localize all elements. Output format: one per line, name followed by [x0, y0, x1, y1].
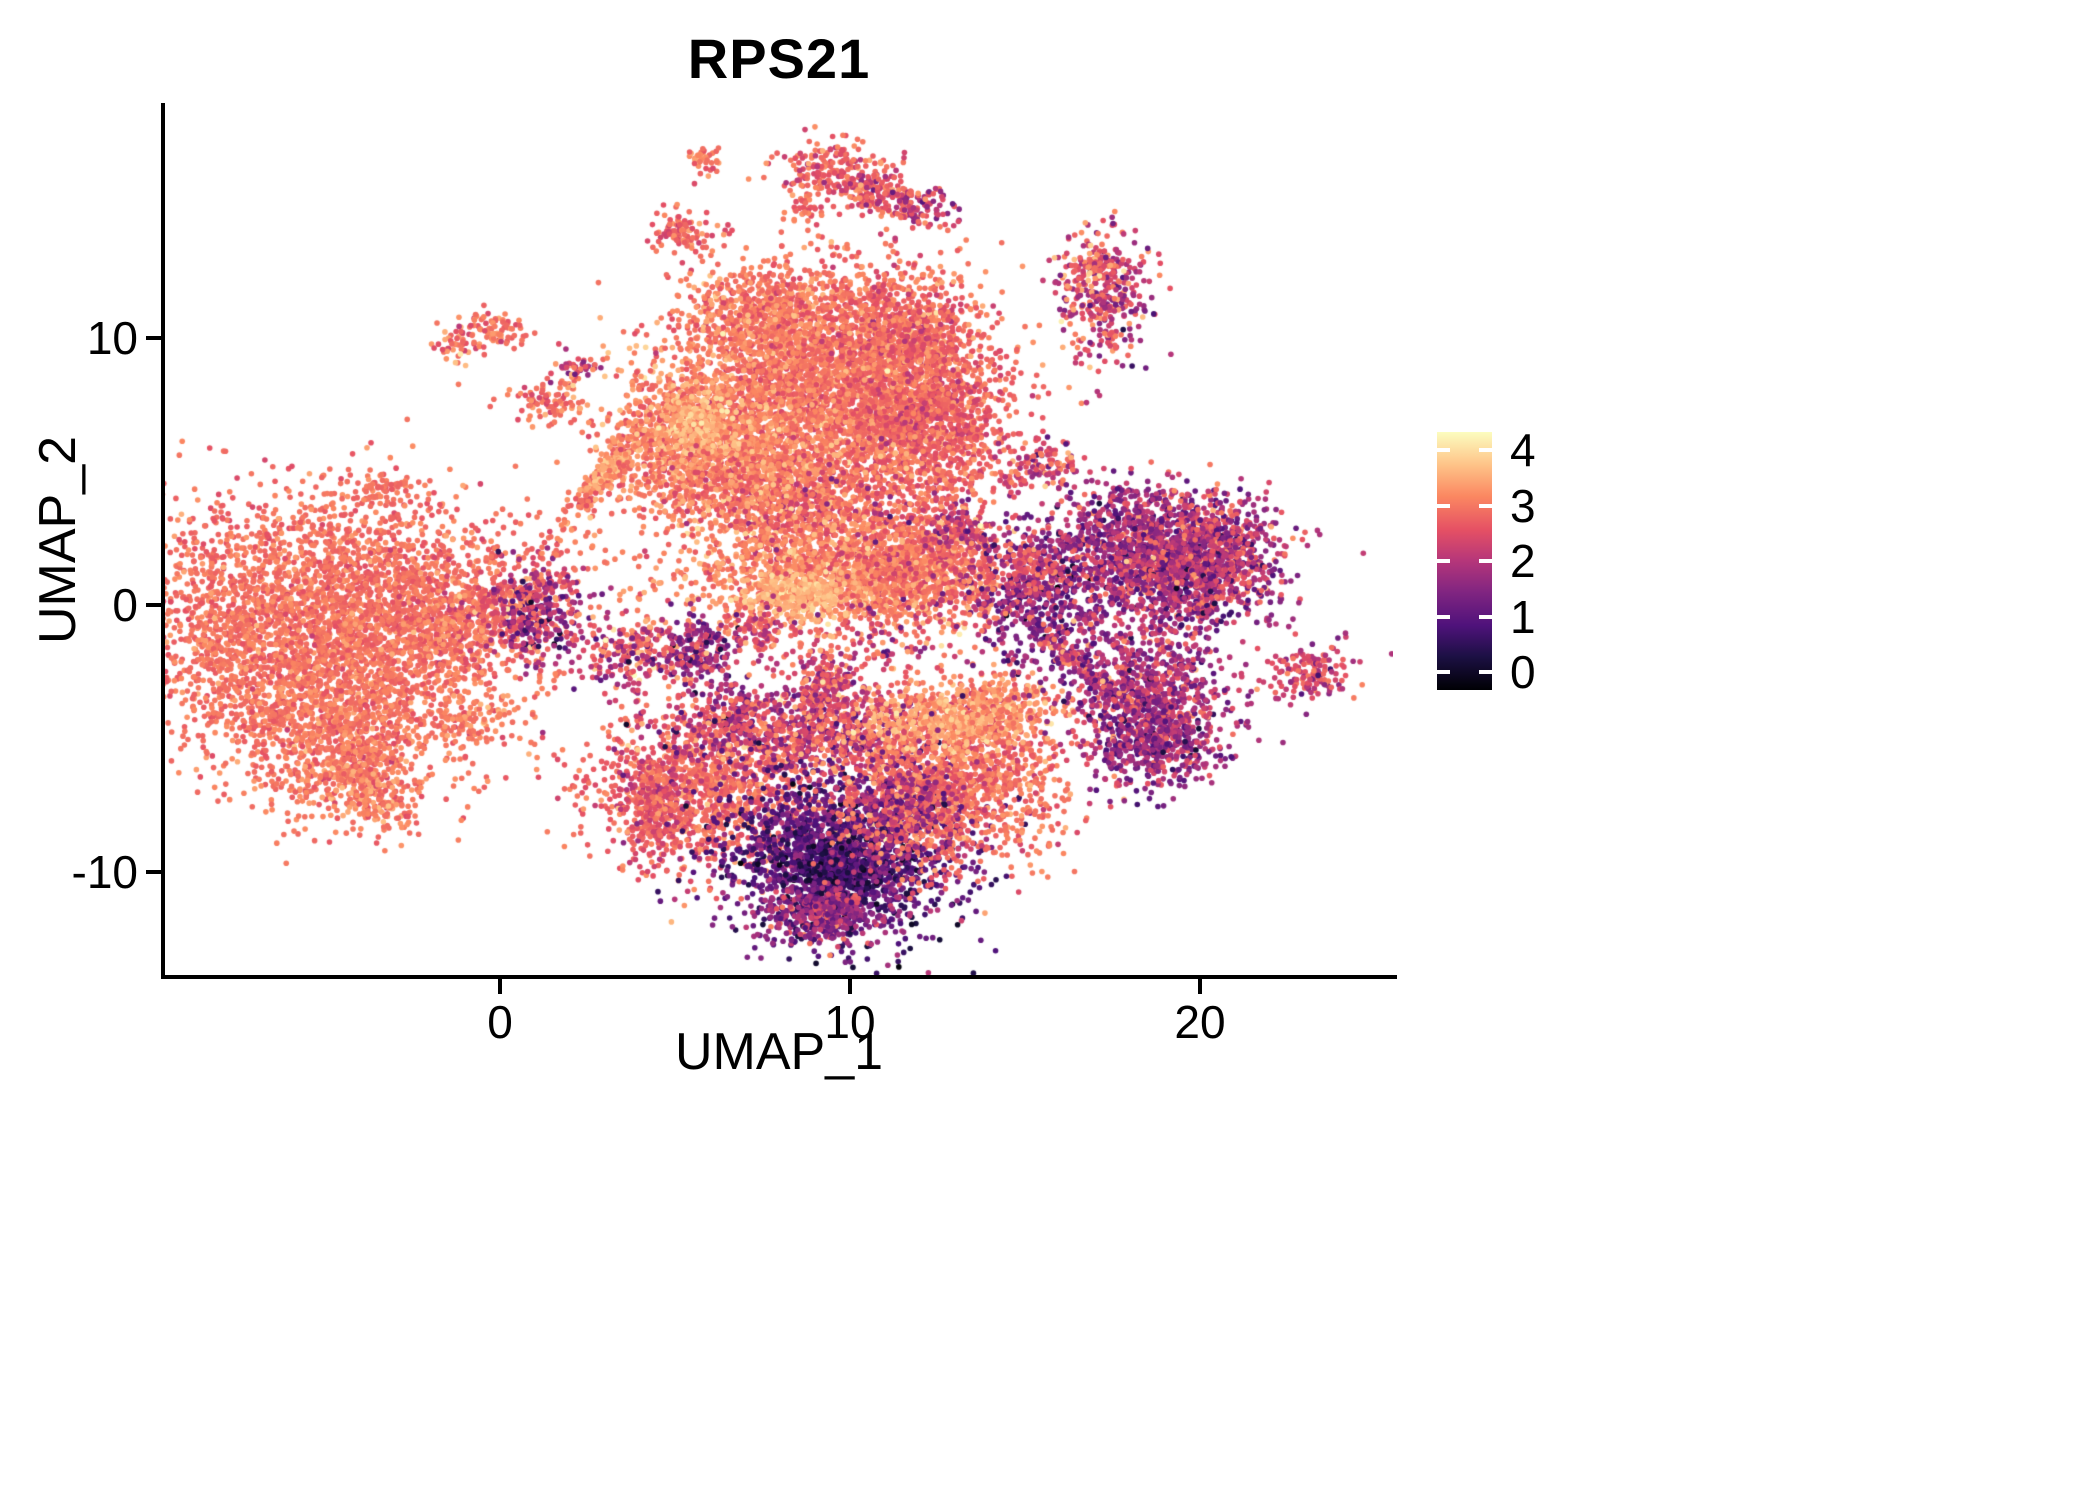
colorbar-tick-mark	[1437, 670, 1450, 674]
colorbar-tick-mark	[1479, 503, 1492, 508]
colorbar-tick-label: 2	[1510, 535, 1536, 587]
colorbar-tick-label: 1	[1510, 590, 1536, 643]
colorbar-tick-mark	[1437, 559, 1450, 563]
colorbar-tick-mark	[1479, 670, 1492, 674]
y-tick-mark	[146, 603, 161, 607]
colorbar-tick-mark	[1479, 559, 1492, 563]
x-axis-label: UMAP_1	[674, 1023, 884, 1081]
x-axis-line	[161, 975, 1397, 979]
y-axis-line	[161, 103, 165, 979]
y-tick-mark	[146, 870, 161, 874]
x-tick-mark	[848, 979, 852, 994]
colorbar-tick-label: 0	[1510, 646, 1536, 698]
x-tick-label: 10	[824, 996, 876, 1048]
y-tick-label: 10	[86, 312, 138, 364]
umap-scatter-canvas	[165, 105, 1393, 975]
colorbar-tick-mark	[1437, 614, 1450, 619]
x-tick-label: 0	[487, 996, 513, 1048]
x-tick-label: 20	[1174, 996, 1226, 1048]
colorbar-tick-mark	[1479, 448, 1492, 452]
colorbar-tick-label: 3	[1510, 479, 1536, 532]
y-axis-label: UMAP_2	[29, 435, 87, 645]
x-tick-mark	[1198, 979, 1202, 994]
y-tick-mark	[146, 336, 161, 340]
x-tick-mark	[498, 979, 502, 994]
y-tick-label: 0	[112, 579, 138, 631]
y-tick-label: -10	[71, 846, 138, 898]
colorbar-tick-mark	[1437, 448, 1450, 452]
colorbar-tick-mark	[1479, 614, 1492, 619]
colorbar-tick-mark	[1437, 503, 1450, 508]
colorbar-tick-label: 4	[1510, 424, 1536, 476]
plot-title: RPS21	[687, 27, 871, 90]
